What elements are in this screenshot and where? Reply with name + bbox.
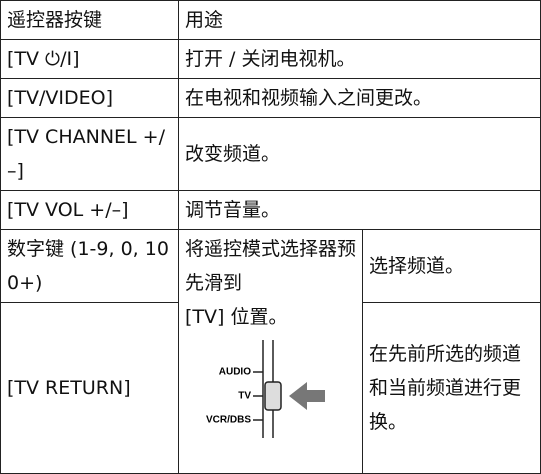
instruction: [TV] 位置。 bbox=[185, 306, 288, 328]
key-cell: [TV VOL +/–] bbox=[0, 190, 179, 230]
switch-label: VCR/DBS bbox=[206, 415, 251, 426]
key-cell: [TV CHANNEL +/–] bbox=[0, 117, 179, 191]
key-cell: 数字键 (1-9, 0, 100+) bbox=[0, 229, 179, 303]
use-cell: 调节音量。 bbox=[177, 190, 541, 230]
use-cell: 改变频道。 bbox=[177, 117, 541, 191]
use-cell: 选择频道。 bbox=[361, 229, 541, 303]
header-cell: 遥控器按键 bbox=[0, 0, 179, 40]
instruction: 将遥控模式选择器预先滑到 bbox=[185, 238, 357, 294]
key-cell: [TV RETURN] bbox=[0, 302, 179, 474]
key-cell: [TV/VIDEO] bbox=[0, 78, 179, 118]
switch-diagram: AUDIO TV VCR/DBS bbox=[206, 340, 325, 438]
use-cell: 在电视和视频输入之间更改。 bbox=[177, 78, 541, 118]
use-cell: 将遥控模式选择器预先滑到 [TV] 位置。 AUDIO TV VCR/DBS bbox=[178, 229, 363, 474]
use-cell: 在先前所选的频道和当前频道进行更换。 bbox=[361, 302, 541, 474]
use-cell: 打开 / 关闭电视机。 bbox=[177, 39, 541, 79]
switch-label: TV bbox=[238, 391, 251, 402]
header-cell: 用途 bbox=[177, 0, 541, 40]
key-cell: [TV ⏻/I] bbox=[0, 39, 179, 79]
switch-label: AUDIO bbox=[219, 367, 251, 378]
